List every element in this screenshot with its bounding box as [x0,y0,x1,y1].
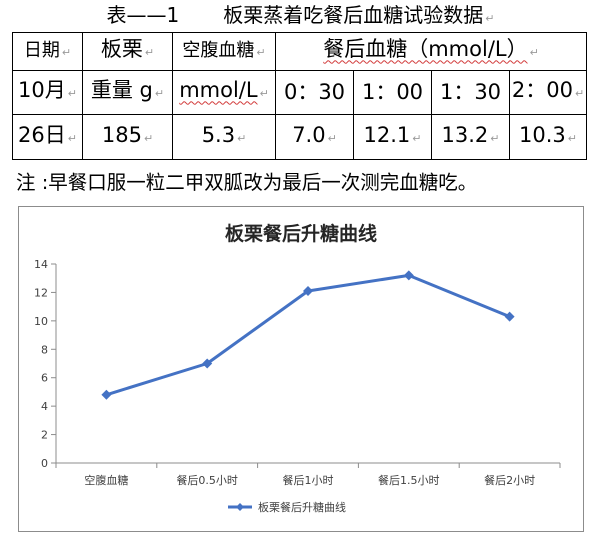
date-label-cell: 日期 ↵ [12,32,83,71]
date-sub-cell: 10月 ↵ [12,69,83,116]
data-point [403,270,414,281]
data-point [101,389,112,400]
y-tick-label: 10 [34,315,48,328]
return-mark-icon: ↵ [485,12,495,25]
weight-label-cell: 板栗 ↵ [82,32,173,71]
legend-marker [236,503,244,511]
y-tick-label: 12 [34,286,48,299]
data-point [303,286,313,297]
document-title: 表——1 板栗蒸着吃餐后血糖试验数据 ↵ [0,2,601,32]
weight-sub-cell: 重量 g ↵ [82,69,173,116]
line-chart: 板栗餐后升糖曲线 0 2 4 6 8 10 12 14 空腹血糖 餐后0.5小时 餐后1小时 餐后1.… [34,222,561,514]
value-cell-0: 7.0 ↵ [275,114,354,160]
time-cell-3: 2：00 ↵ [508,69,588,116]
fasting-sub-cell: mmol/L ↵ [172,69,276,116]
fasting-value-cell: 5.3 ↵ [172,114,276,160]
x-tick-label: 餐后1.5小时 [378,473,440,487]
y-tick-label: 2 [41,429,48,442]
post-meal-label-cell: 餐后血糖（mmol/L） ↵ [274,32,588,71]
value-cell-3: 10.3 ↵ [508,114,588,160]
y-tick-label: 0 [41,457,48,470]
y-tick-label: 14 [34,258,48,271]
note-text: 注 :早餐口服一粒二甲双胍改为最后一次测完血糖吃。 [16,171,478,194]
value-cell-1: 12.1 ↵ [353,114,432,160]
x-tick-label: 餐后0.5小时 [176,473,238,487]
title-prefix: 表——1 [106,3,180,27]
value-cell-2: 13.2 ↵ [431,114,510,160]
blood-sugar-table: 日期 ↵ 板栗 ↵ 空腹血糖 ↵ 餐后血糖（mmol/L） ↵ 10月 ↵ 重量 g ↵ m… [12,32,588,160]
weight-value-cell: 185 ↵ [82,114,173,160]
data-point [504,311,515,322]
date-value-cell: 26日 ↵ [12,114,83,160]
y-tick-label: 4 [41,400,48,413]
x-tick-label: 空腹血糖 [84,473,128,487]
legend-label: 板栗餐后升糖曲线 [258,500,346,514]
x-tick-label: 餐后2小时 [484,473,535,487]
y-tick-label: 8 [41,343,48,356]
time-cell-2: 1：30 [431,69,510,116]
chart-title: 板栗餐后升糖曲线 [225,222,377,245]
x-tick-label: 餐后1小时 [283,473,334,487]
title-main: 板栗蒸着吃餐后血糖试验数据 [223,3,484,27]
time-cell-0: 0：30 [275,69,354,116]
fasting-label-cell: 空腹血糖 ↵ [172,32,276,71]
data-point [202,358,213,369]
chart-frame: 板栗餐后升糖曲线 0 2 4 6 8 10 12 14 空腹血糖 餐后0.5小时 餐后1小时 餐后1.… [18,206,584,532]
time-cell-1: 1：00 [353,69,432,116]
y-tick-label: 6 [41,372,48,385]
